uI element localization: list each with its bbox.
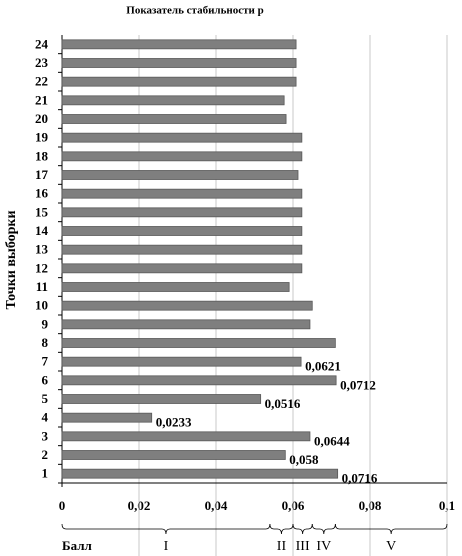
score-brace [311,523,336,535]
value-label: 0,058 [289,452,319,467]
y-tick-label: 1 [42,466,49,481]
score-brace [334,523,448,535]
value-label: 0,0644 [314,433,350,448]
bar [61,95,285,106]
y-tick-label: 2 [42,447,49,462]
x-tick-label: 0 [59,498,66,513]
score-label: Балл [62,538,92,553]
y-tick-label: 4 [42,410,49,425]
bar [61,151,303,162]
score-brace [269,523,294,535]
score-brace [61,523,271,535]
bar [61,412,153,423]
y-tick-label: 12 [35,260,48,275]
y-tick-label: 10 [35,298,48,313]
y-tick-label: 9 [42,316,49,331]
value-label: 0,0716 [342,471,378,486]
y-tick-label: 17 [35,167,49,182]
bar [61,394,262,404]
y-tick-label: 13 [35,242,49,257]
bar [61,39,297,50]
value-label: 0,0621 [305,359,341,374]
value-label: 0,0516 [265,396,301,411]
y-tick-label: 5 [42,391,49,406]
bar [61,207,303,218]
y-tick-label: 3 [42,428,49,443]
y-tick-label: 19 [35,130,49,145]
y-tick-label: 16 [35,186,49,201]
y-tick-label: 22 [35,74,48,89]
bar [61,58,297,68]
score-class-label: III [296,539,310,554]
bar [61,300,313,311]
y-axis-label: Точки выборки [4,210,19,309]
y-tick-label: 15 [35,204,49,219]
bar [61,431,311,442]
y-tick-label: 14 [35,223,49,238]
bar [61,319,311,330]
score-class-label: II [277,539,287,554]
y-tick-label: 24 [35,36,49,51]
bar [61,132,303,143]
bar [61,226,303,236]
y-tick-label: 20 [35,111,48,126]
bar [61,356,302,367]
bar [61,338,336,348]
bar [61,76,297,87]
bar [61,188,303,199]
bar [61,375,337,386]
score-class-label: V [386,539,396,554]
y-tick-label: 7 [42,354,49,369]
bar [61,244,303,255]
y-tick-label: 18 [35,148,49,163]
bar [61,468,339,479]
score-class-label: I [164,539,169,554]
bar [61,114,287,124]
y-tick-label: 11 [36,279,48,294]
value-label: 0,0233 [156,415,192,430]
bar [61,263,303,274]
value-label: 0,0712 [340,377,376,392]
y-tick-label: 21 [35,92,48,107]
y-tick-label: 8 [42,335,49,350]
score-class-label: IV [316,539,331,554]
bar [61,282,290,292]
score-brace [292,523,313,535]
bar [61,450,286,460]
y-tick-label: 6 [42,372,49,387]
chart-title: Показатель стабильности р [126,5,263,17]
y-tick-label: 23 [35,55,49,70]
bar [61,170,299,180]
